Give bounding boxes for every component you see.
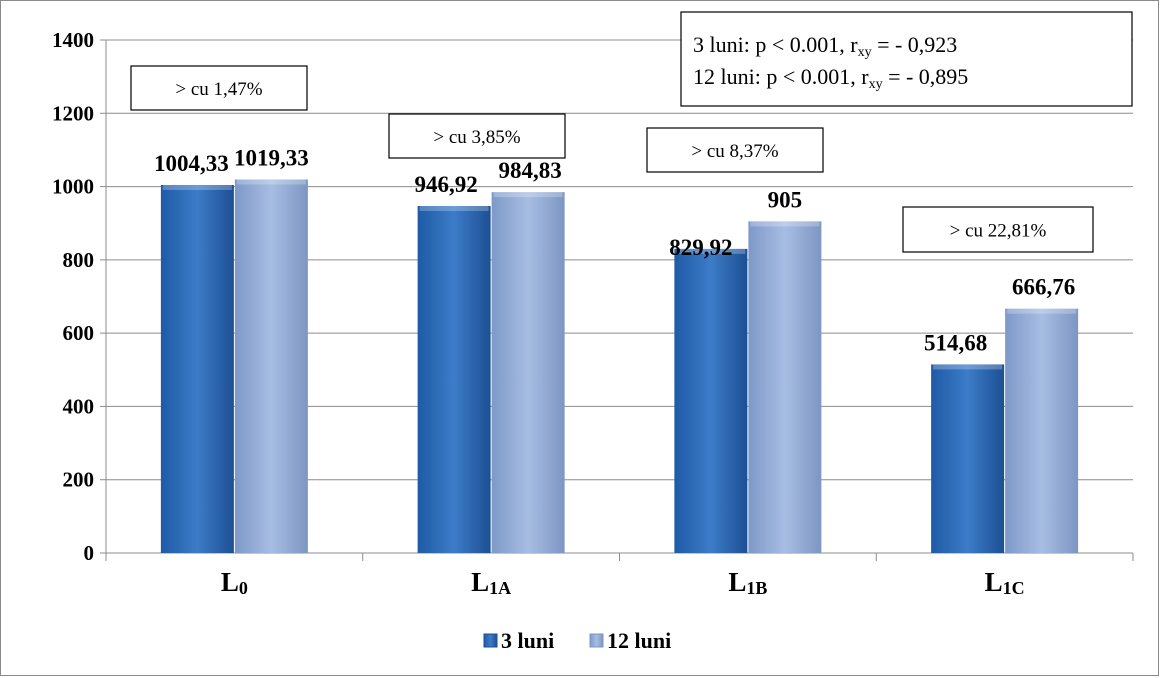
y-tick-label: 0	[84, 541, 95, 565]
stats-line: 3 luni: p < 0.001, rxy = - 0,923	[693, 32, 957, 60]
x-category-label: L0	[221, 567, 248, 598]
annotation-box	[902, 206, 1094, 253]
bar-highlight	[1007, 308, 1077, 314]
y-tick-label: 1000	[52, 175, 94, 199]
data-label: 666,76	[1012, 275, 1075, 300]
y-tick-label: 800	[63, 248, 95, 272]
data-label: 946,92	[415, 172, 478, 197]
bar-3-luni-1	[417, 206, 491, 553]
annotations: > cu 1,47% > cu 3,85% > cu 8,37% > cu 22,81…	[130, 11, 1133, 253]
legend-label: 3 luni	[501, 628, 554, 653]
bar-highlight	[419, 206, 489, 212]
y-tick-label: 1200	[52, 101, 94, 125]
annotation-text: > cu 8,37%	[691, 141, 778, 162]
data-label: 984,83	[499, 158, 562, 183]
bar-3-luni-3	[931, 364, 1005, 553]
annotation-box	[388, 113, 566, 159]
bar-highlight	[162, 184, 232, 190]
bar-highlight	[676, 248, 746, 254]
annotation-text: > cu 3,85%	[433, 127, 520, 148]
legend-swatch	[483, 633, 498, 648]
data-labels: 1004,33 1019,33 946,92 984,83 829,92 905 514,6…	[154, 145, 1075, 355]
annotation-text: > cu 22,81%	[950, 221, 1047, 242]
x-category-label: L1A	[471, 567, 511, 598]
data-label: 514,68	[924, 330, 987, 355]
bar-highlight	[750, 221, 820, 227]
bar-3-luni-2	[674, 248, 748, 553]
y-tick-label: 200	[63, 468, 95, 492]
bar-highlight	[493, 192, 563, 198]
legend-label: 12 luni	[607, 628, 671, 653]
bar-12-luni-0	[234, 179, 308, 554]
bar-highlight	[933, 364, 1003, 370]
bar-12-luni-3	[1005, 308, 1079, 553]
legend-swatch	[589, 633, 604, 648]
y-tick-label: 1400	[52, 28, 94, 52]
y-tick-label: 400	[63, 394, 95, 418]
y-tick-label: 600	[63, 321, 95, 345]
bar-highlight	[236, 179, 306, 185]
data-label: 829,92	[669, 235, 732, 260]
bars	[160, 179, 1079, 554]
annotation-text: > cu 1,47%	[175, 79, 262, 100]
x-category-label: L1B	[728, 567, 767, 598]
bar-12-luni-2	[748, 221, 822, 553]
data-label: 1019,33	[234, 145, 309, 170]
annotation-box	[130, 65, 308, 111]
stats-box	[680, 11, 1133, 107]
bar-3-luni-0	[160, 184, 234, 553]
legend: 3 luni 12 luni	[483, 628, 671, 653]
x-category-label: L1C	[985, 567, 1025, 598]
annotation-box	[646, 127, 824, 173]
data-label: 905	[768, 187, 803, 212]
stats-line: 12 luni: p < 0.001, rxy = - 0,895	[693, 64, 968, 92]
data-label: 1004,33	[154, 151, 229, 176]
bar-12-luni-1	[491, 192, 565, 553]
